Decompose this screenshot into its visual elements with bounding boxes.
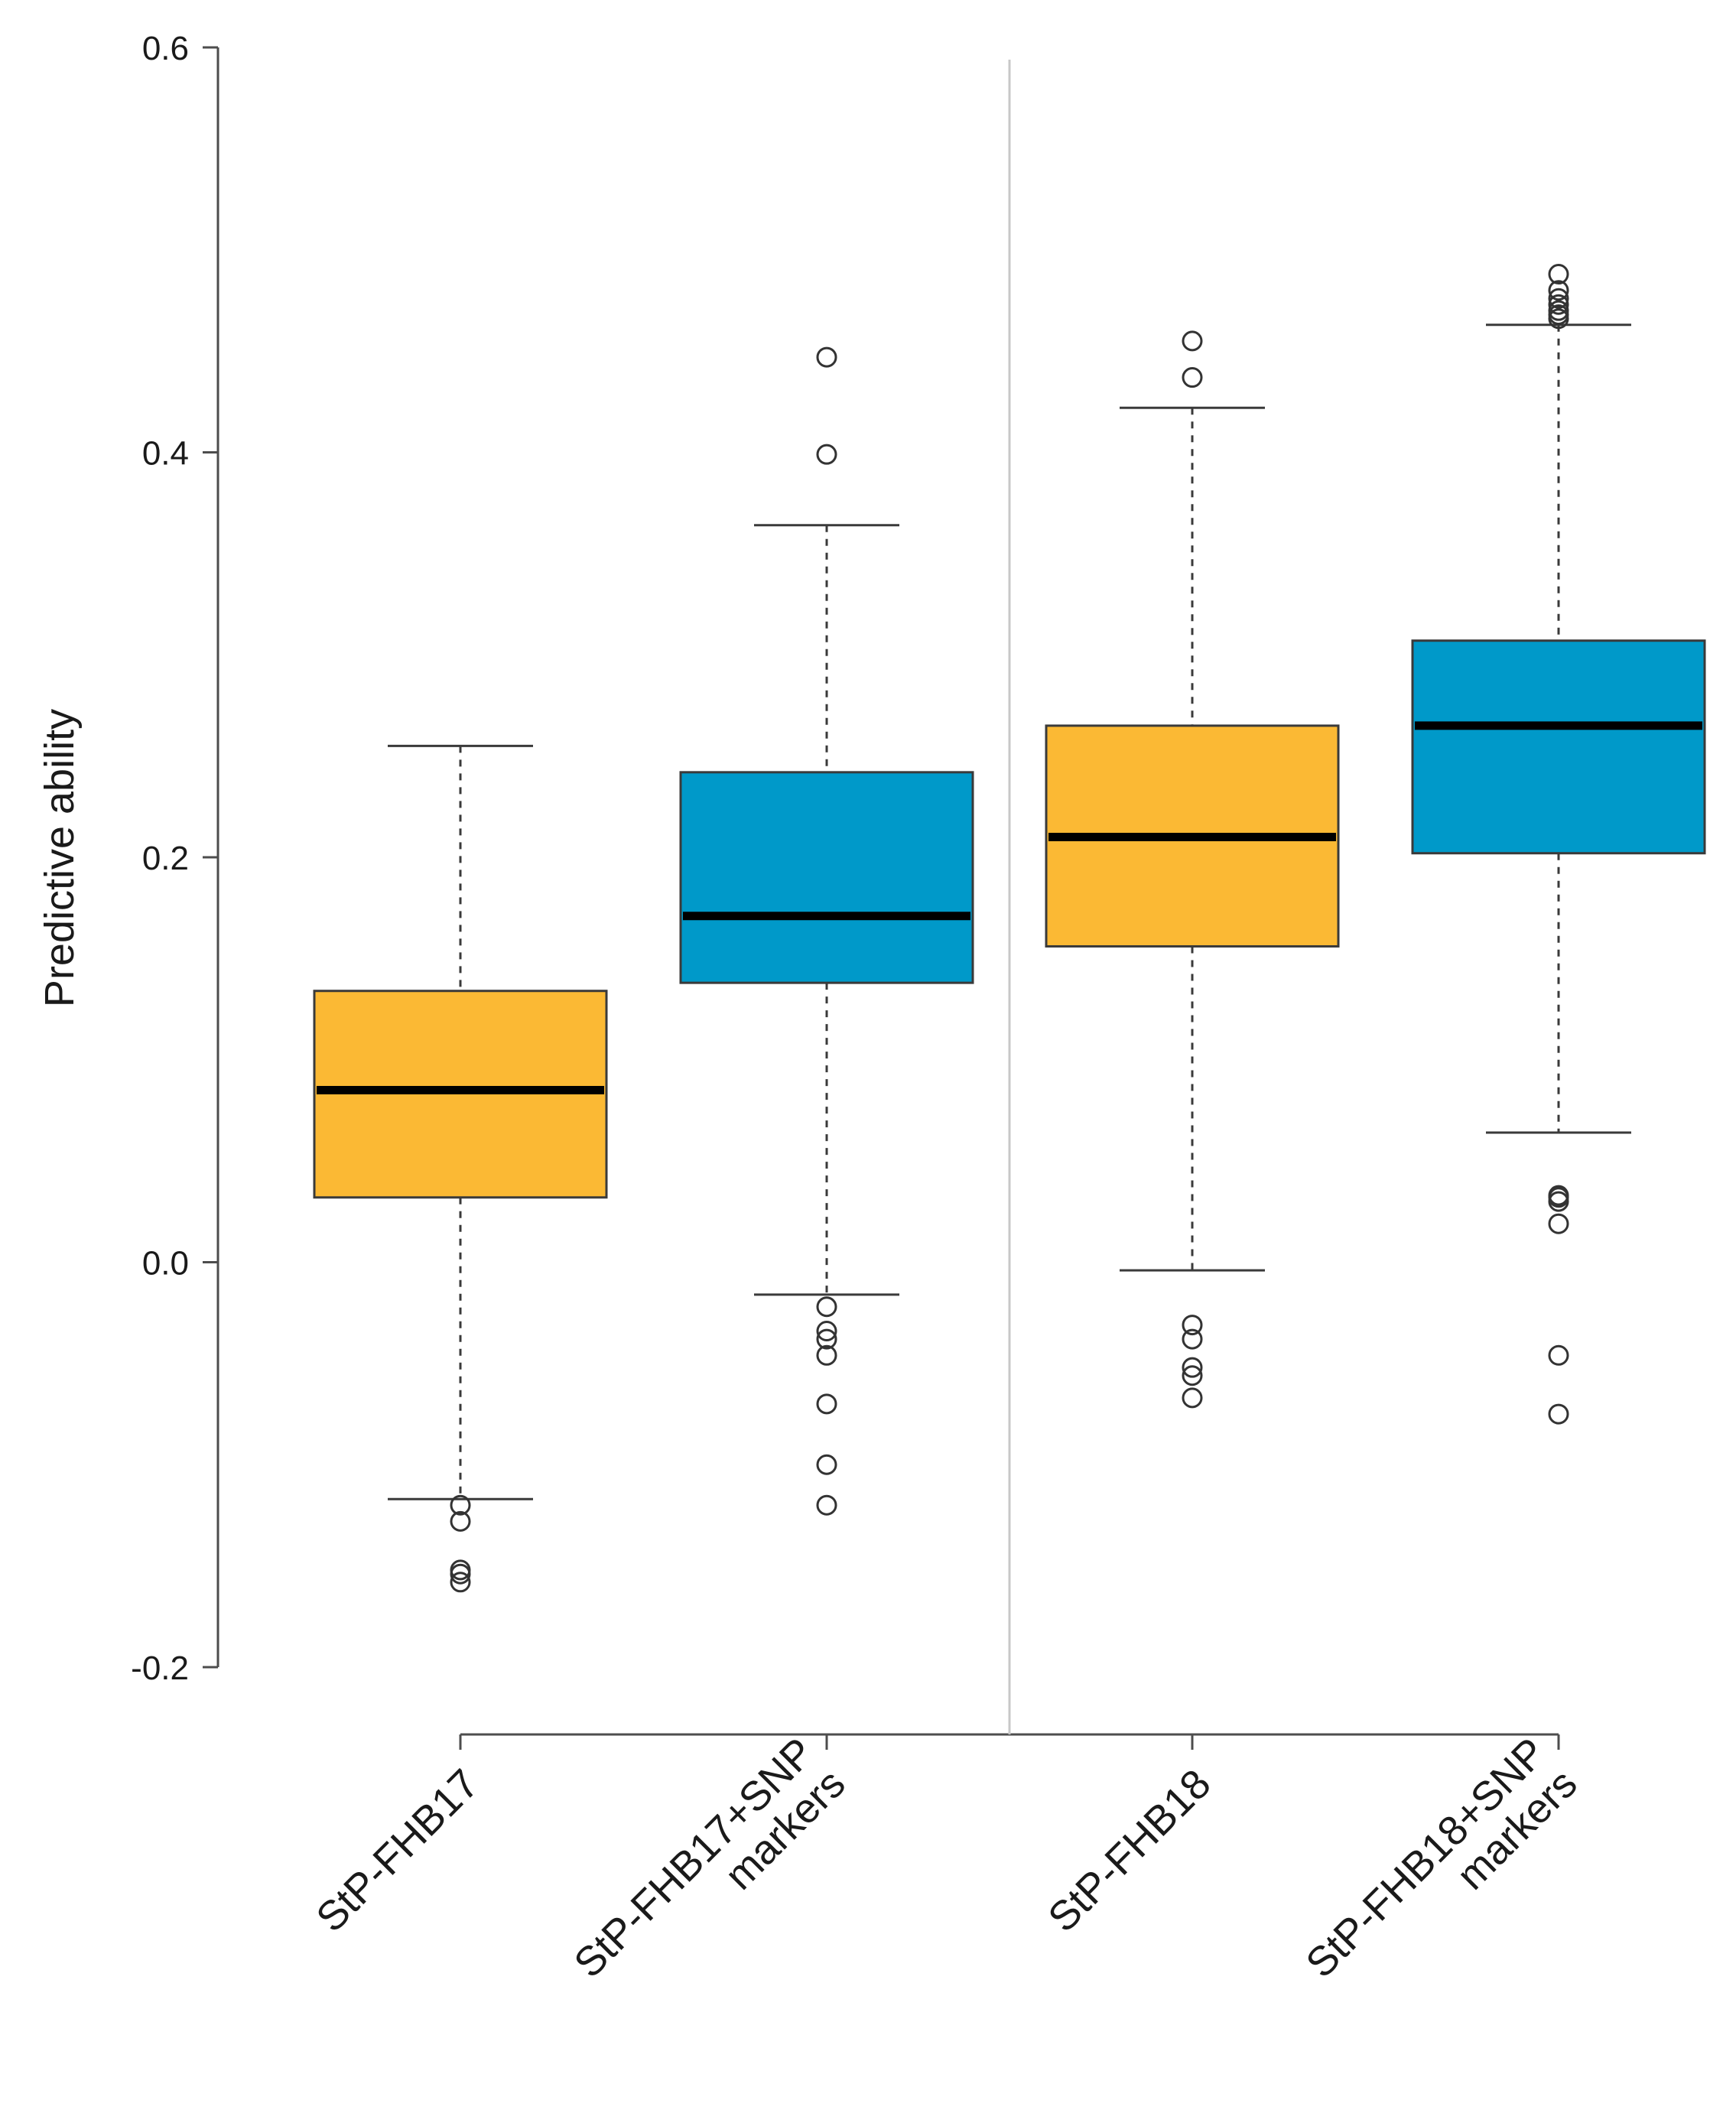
x-category-label: StP-FHB18 bbox=[1039, 1760, 1220, 1941]
box-group bbox=[1045, 330, 1340, 1409]
outlier-point bbox=[1182, 1315, 1203, 1336]
outlier-point bbox=[816, 1494, 837, 1516]
outlier-point bbox=[816, 1454, 837, 1475]
outlier-point bbox=[1182, 330, 1203, 352]
outlier-point bbox=[1182, 1328, 1203, 1350]
outlier-point bbox=[816, 1393, 837, 1415]
outlier-point bbox=[1548, 288, 1569, 309]
outlier-point bbox=[816, 1296, 837, 1318]
box-group bbox=[1411, 264, 1706, 1425]
outlier-point bbox=[1548, 300, 1569, 321]
y-tick-label: 0.2 bbox=[142, 840, 189, 877]
outlier-point bbox=[1182, 1387, 1203, 1409]
y-axis: -0.2 0.0 0.2 0.4 0.6 bbox=[131, 30, 219, 1687]
boxes-layer bbox=[313, 264, 1706, 1593]
outlier-point bbox=[1182, 1365, 1203, 1386]
box-group bbox=[313, 744, 608, 1593]
outlier-point bbox=[450, 1494, 471, 1516]
outlier-point bbox=[1182, 367, 1203, 388]
x-category-label-line: StP-FHB17 bbox=[307, 1760, 488, 1941]
outlier-point bbox=[450, 1510, 471, 1532]
outlier-point bbox=[816, 1321, 837, 1342]
y-tick-label: 0.4 bbox=[142, 435, 189, 473]
outlier-point bbox=[1548, 1403, 1569, 1425]
outlier-point bbox=[816, 444, 837, 465]
x-category-label-line: StP-FHB18 bbox=[1039, 1760, 1220, 1941]
outlier-point bbox=[1548, 294, 1569, 315]
y-tick-label: 0.6 bbox=[142, 30, 189, 67]
y-tick-label: 0.0 bbox=[142, 1245, 189, 1282]
outlier-point bbox=[1182, 1357, 1203, 1378]
outlier-point bbox=[816, 1344, 837, 1366]
outlier-point bbox=[1548, 1213, 1569, 1234]
outlier-point bbox=[1548, 1185, 1569, 1206]
box-group bbox=[679, 346, 974, 1516]
outlier-point bbox=[1548, 280, 1569, 301]
outlier-point bbox=[1548, 1344, 1569, 1366]
y-tick-label: -0.2 bbox=[131, 1650, 189, 1687]
x-category-label: StP-FHB17 bbox=[307, 1760, 488, 1941]
outlier-point bbox=[450, 1563, 471, 1585]
outlier-point bbox=[816, 346, 837, 368]
outlier-point bbox=[450, 1572, 471, 1593]
outlier-point bbox=[1548, 264, 1569, 285]
outlier-point bbox=[816, 1328, 837, 1350]
iqr-box bbox=[1411, 639, 1706, 855]
y-axis-title: Predictive ability bbox=[37, 709, 83, 1007]
iqr-box bbox=[679, 771, 974, 984]
